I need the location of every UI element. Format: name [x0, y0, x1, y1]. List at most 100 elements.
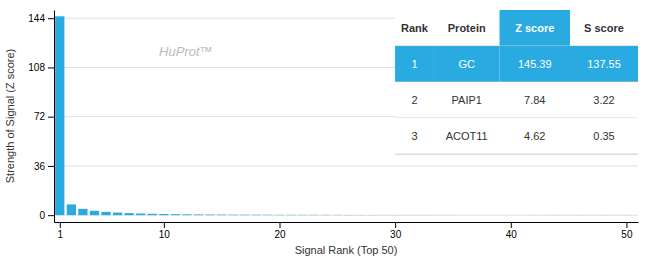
table-cell — [395, 118, 434, 154]
bar — [541, 215, 550, 216]
bar — [622, 215, 631, 216]
bar — [391, 215, 400, 216]
bar — [148, 214, 157, 215]
bar — [321, 214, 330, 215]
tick-mark — [511, 222, 512, 228]
table-border — [395, 154, 638, 155]
bar — [136, 214, 145, 216]
bar — [171, 214, 180, 216]
bar — [159, 214, 168, 215]
table-cell — [434, 82, 500, 118]
bar — [182, 214, 191, 216]
y-tick: 0 — [39, 210, 54, 221]
bar — [610, 215, 619, 216]
table-cell — [570, 10, 638, 46]
table-header: Protein — [448, 22, 486, 34]
bar — [425, 215, 434, 216]
table-text: 4.62 — [524, 130, 545, 142]
x-tick: 30 — [390, 222, 402, 240]
table-cell — [500, 82, 570, 118]
x-tick: 40 — [506, 222, 518, 240]
table-text: 1 — [411, 58, 417, 70]
table-text: 3.22 — [593, 94, 614, 106]
y-tick: 36 — [34, 161, 54, 172]
bar — [67, 204, 76, 215]
table-text: GC — [458, 58, 475, 70]
tick-label: 30 — [390, 229, 402, 240]
table: RankProteinZ scoreS score1GC145.39137.55… — [395, 10, 638, 154]
tick-mark — [626, 222, 627, 228]
bar — [125, 213, 134, 215]
table-header: S score — [584, 22, 624, 34]
tick-label: 10 — [159, 229, 171, 240]
tick-label: 36 — [34, 161, 46, 172]
bar — [55, 16, 64, 215]
table-text: 7.84 — [524, 94, 545, 106]
tick-mark — [48, 67, 54, 68]
tick-label: 50 — [621, 229, 633, 240]
tick-label: 20 — [274, 229, 286, 240]
x-axis: 1 10 20 30 40 50 — [55, 222, 639, 240]
bar — [101, 212, 110, 215]
bar — [229, 214, 238, 216]
table-cell — [434, 10, 500, 46]
tick-label: 40 — [506, 229, 518, 240]
bar — [506, 215, 515, 216]
bar — [113, 213, 122, 216]
bar — [194, 214, 203, 216]
table-cell — [570, 82, 638, 118]
bar — [460, 215, 469, 216]
table-cell — [500, 118, 570, 154]
bar — [402, 215, 411, 216]
bar — [471, 215, 480, 216]
bar — [333, 214, 342, 215]
bar — [205, 214, 214, 216]
tick-label: 144 — [28, 13, 45, 24]
chart: 1 10 20 30 40 50 0 36 72 108 144 Signal Rank (Top 5… — [0, 0, 650, 260]
bar — [344, 214, 353, 215]
x-tick: 50 — [621, 222, 633, 240]
grid — [54, 18, 638, 215]
table-text: 3 — [411, 130, 417, 142]
table-cell — [500, 10, 570, 46]
x-tick: 10 — [159, 222, 171, 240]
table-cell — [395, 10, 434, 46]
bar — [367, 215, 376, 216]
table-header: Rank — [401, 22, 429, 34]
table-cell — [500, 46, 570, 82]
bar — [564, 215, 573, 216]
bar — [437, 215, 446, 216]
table-text: 0.35 — [593, 130, 614, 142]
table-cell — [434, 118, 500, 154]
table-text: 145.39 — [518, 58, 552, 70]
table-cell — [570, 46, 638, 82]
bar — [310, 214, 319, 215]
bar — [495, 215, 504, 216]
bar — [379, 215, 388, 216]
bar — [263, 214, 272, 215]
tick-mark — [48, 18, 54, 19]
bar — [483, 215, 492, 216]
tick-mark — [48, 215, 54, 216]
table-text: 137.55 — [587, 58, 621, 70]
table-cell — [395, 82, 434, 118]
x-tick: 1 — [58, 222, 64, 240]
bar — [518, 215, 527, 216]
bar — [552, 215, 561, 216]
bar — [275, 214, 284, 215]
grid-line — [54, 165, 638, 166]
bar — [90, 211, 99, 215]
bar — [356, 215, 365, 216]
y-tick: 108 — [28, 62, 54, 73]
tick-mark — [164, 222, 165, 228]
bar — [576, 215, 585, 216]
tick-label: 72 — [34, 111, 46, 122]
tick-mark — [395, 222, 396, 228]
table-cell — [434, 46, 500, 82]
bar — [298, 214, 307, 215]
bar — [448, 215, 457, 216]
x-axis-title: Signal Rank (Top 50) — [295, 244, 398, 256]
y-axis-title: Strength of Signal (Z score) — [4, 49, 16, 184]
bar — [529, 215, 538, 216]
tick-label: 0 — [39, 210, 45, 221]
